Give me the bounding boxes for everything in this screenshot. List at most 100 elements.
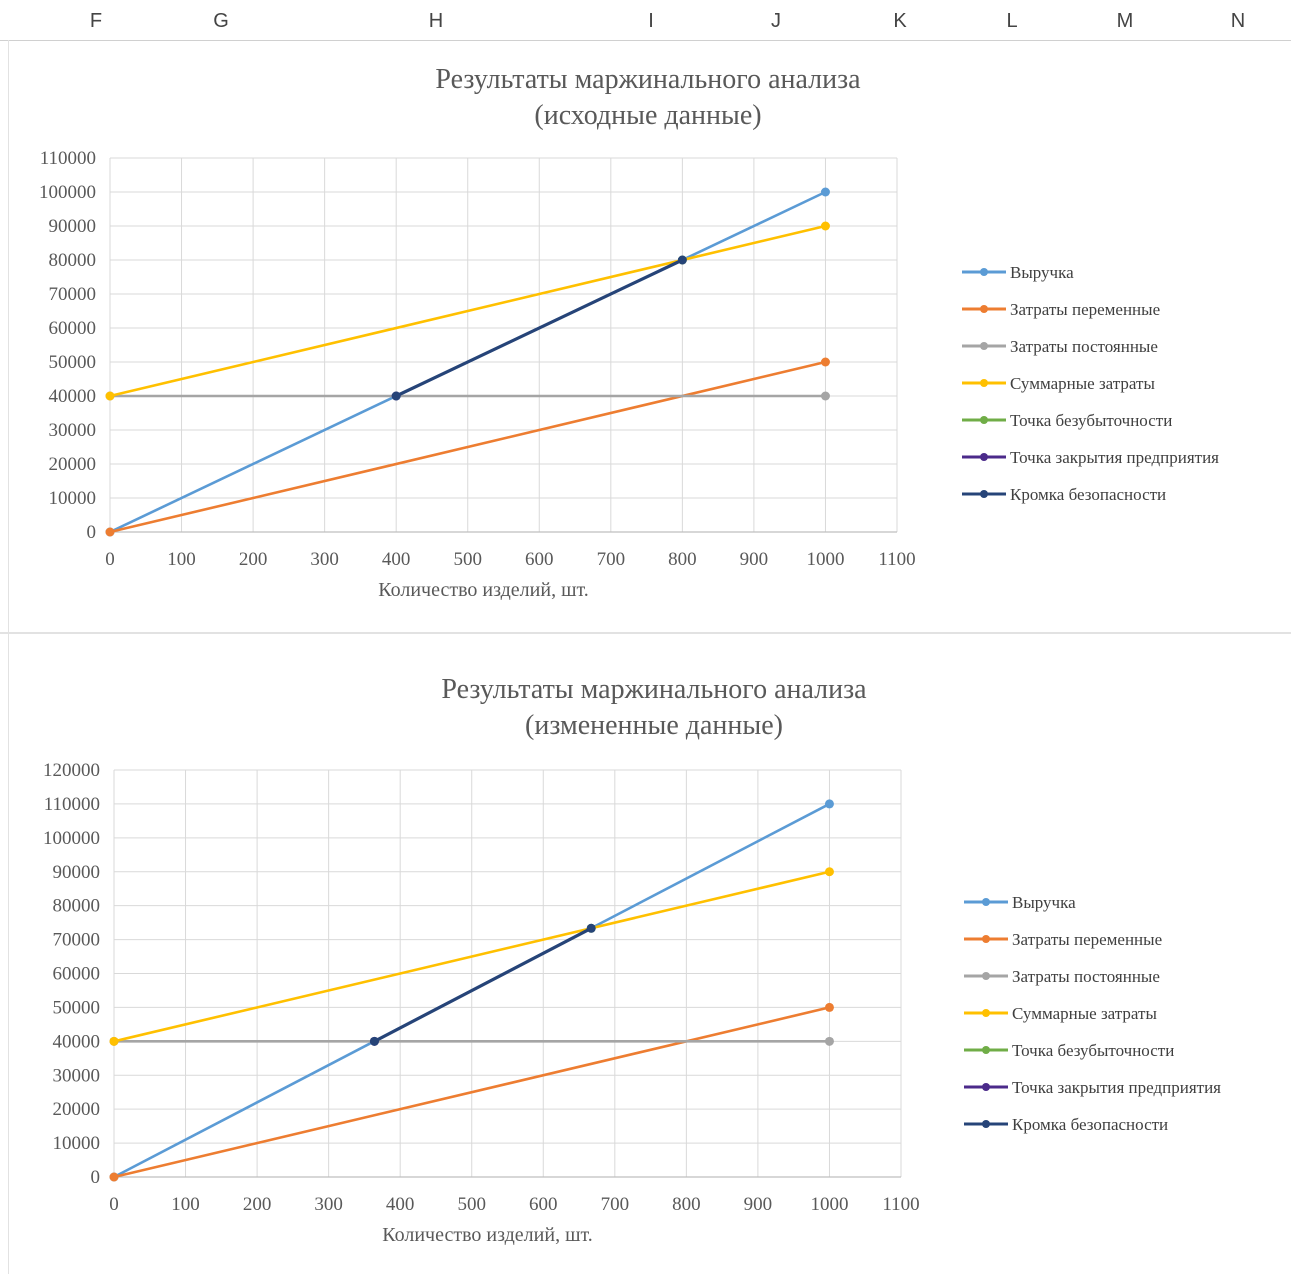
x-tick-label: 900: [740, 549, 769, 570]
legend-swatch-marker: [982, 935, 990, 943]
y-tick-label: 0: [91, 1167, 101, 1188]
series-line: [373, 926, 592, 1043]
column-header-bar: F G H I J K L M N: [0, 0, 1291, 41]
data-point: [820, 357, 830, 367]
legend-swatch-marker: [980, 342, 988, 350]
column-letter-f[interactable]: F: [89, 10, 103, 32]
data-point: [824, 799, 834, 809]
legend-swatch-marker: [982, 1046, 990, 1054]
legend-label: Суммарные затраты: [1012, 1004, 1157, 1023]
y-tick-label: 20000: [53, 1099, 101, 1120]
series-safety-margin: [369, 923, 596, 1046]
x-tick-label: 600: [529, 1194, 558, 1215]
data-point: [824, 1036, 834, 1046]
x-tick-label: 700: [601, 1194, 630, 1215]
x-axis-title: Количество изделий, шт.: [378, 579, 588, 601]
y-tick-label: 110000: [44, 794, 100, 815]
x-tick-label: 1000: [806, 549, 844, 570]
x-tick-label: 300: [310, 549, 339, 570]
y-tick-label: 60000: [49, 318, 97, 339]
series-line: [113, 870, 830, 1043]
legend-swatch-marker: [980, 416, 988, 424]
x-tick-label: 1100: [878, 549, 915, 570]
y-tick-label: 60000: [53, 964, 101, 985]
series-variable-costs: [109, 1002, 834, 1182]
legend-swatch-marker: [982, 898, 990, 906]
chart-title-line-1: Результаты маржинального анализа: [435, 64, 861, 95]
legend-swatch-marker: [980, 305, 988, 313]
chart-original: Результаты маржинального анализа (исходны…: [39, 64, 1219, 601]
legend-item: Выручка: [962, 263, 1074, 282]
x-tick-label: 600: [525, 549, 554, 570]
y-tick-label: 30000: [53, 1065, 101, 1086]
data-point: [391, 391, 401, 401]
y-tick-label: 70000: [49, 284, 97, 305]
legend-label: Точка безубыточности: [1010, 411, 1172, 430]
chart-panel-original[interactable]: Результаты маржинального анализа (исходны…: [14, 44, 1286, 628]
legend-label: Точка безубыточности: [1012, 1041, 1174, 1060]
y-tick-label: 50000: [53, 997, 101, 1018]
legend-label: Затраты постоянные: [1012, 967, 1160, 986]
column-letter-m[interactable]: M: [1116, 10, 1134, 32]
x-tick-label: 0: [105, 549, 115, 570]
legend-item: Кромка безопасности: [962, 485, 1166, 504]
legend-label: Кромка безопасности: [1012, 1115, 1168, 1134]
data-point: [109, 1036, 119, 1046]
y-tick-label: 80000: [49, 250, 97, 271]
legend-swatch-marker: [982, 1009, 990, 1017]
y-tick-label: 10000: [49, 488, 97, 509]
sheet-left-edge: [8, 40, 9, 1274]
data-point: [105, 527, 115, 537]
legend-label: Затраты постоянные: [1010, 337, 1158, 356]
legend: Выручка Затраты переменные Затраты постоян…: [962, 263, 1219, 504]
series-variable-costs: [105, 357, 830, 537]
x-tick-label: 0: [109, 1194, 119, 1215]
legend-label: Суммарные затраты: [1010, 374, 1155, 393]
y-tick-label: 40000: [49, 386, 97, 407]
chart-title-line-1: Результаты маржинального анализа: [441, 674, 867, 705]
column-letter-k[interactable]: K: [893, 10, 907, 32]
legend-swatch-marker: [982, 1120, 990, 1128]
y-tick-label: 80000: [53, 896, 101, 917]
legend-swatch-marker: [980, 268, 988, 276]
data-point: [820, 391, 830, 401]
legend-label: Точка закрытия предприятия: [1012, 1078, 1221, 1097]
column-letter-l[interactable]: L: [1006, 10, 1018, 32]
y-tick-label: 120000: [43, 760, 100, 781]
x-tick-label: 700: [597, 549, 626, 570]
sheet-row-divider: [0, 632, 1291, 634]
x-tick-label: 1000: [810, 1194, 848, 1215]
legend-swatch-marker: [980, 379, 988, 387]
series-total-costs: [105, 221, 830, 401]
chart-panel-changed[interactable]: Результаты маржинального анализа (изменен…: [14, 650, 1286, 1270]
y-tick-label: 90000: [49, 216, 97, 237]
x-tick-label: 100: [171, 1194, 200, 1215]
x-tick-label: 400: [386, 1194, 415, 1215]
x-tick-label: 100: [167, 549, 196, 570]
legend: Выручка Затраты переменные Затраты постоян…: [964, 893, 1221, 1134]
legend-item: Точка закрытия предприятия: [964, 1078, 1221, 1097]
y-tick-label: 40000: [53, 1031, 101, 1052]
series-line: [113, 1006, 830, 1179]
column-letter-h[interactable]: H: [428, 10, 444, 32]
column-letter-n[interactable]: N: [1230, 10, 1246, 32]
legend-label: Кромка безопасности: [1010, 485, 1166, 504]
column-letter-i[interactable]: I: [648, 10, 654, 32]
data-point: [586, 923, 596, 933]
column-letter-j[interactable]: J: [771, 10, 781, 32]
legend-item: Затраты постоянные: [962, 337, 1158, 356]
x-tick-label: 900: [744, 1194, 773, 1215]
legend-swatch-marker: [982, 1083, 990, 1091]
legend-label: Затраты переменные: [1010, 300, 1160, 319]
data-point: [677, 255, 687, 265]
y-tick-label: 10000: [53, 1133, 101, 1154]
column-letter-g[interactable]: G: [213, 10, 229, 32]
data-point: [824, 867, 834, 877]
x-tick-label: 300: [314, 1194, 343, 1215]
y-tick-label: 20000: [49, 454, 97, 475]
series-line: [395, 258, 684, 398]
legend-swatch-marker: [982, 972, 990, 980]
y-tick-label: 70000: [53, 930, 101, 951]
data-point: [820, 187, 830, 197]
y-tick-label: 0: [87, 522, 97, 543]
